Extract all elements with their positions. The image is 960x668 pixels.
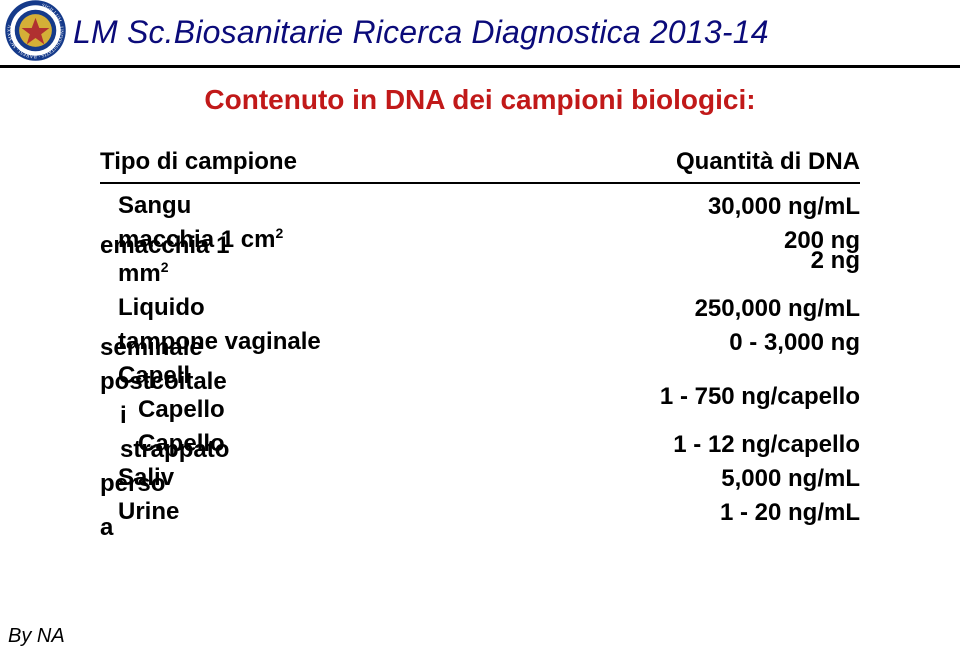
row-label: tampone vaginaleseminale xyxy=(100,326,460,360)
row-label: Salivperso xyxy=(100,462,460,496)
col-header-left: Tipo di campione xyxy=(100,146,297,178)
row-value: 2 ng xyxy=(811,245,860,277)
table-row: Salivperso 5,000 ng/mL xyxy=(100,462,860,496)
row-label: macchia 1 cm2emacchia 1 xyxy=(100,224,460,258)
row-value: 5,000 ng/mL xyxy=(721,463,860,495)
row-label: Capellostrappato xyxy=(120,428,480,462)
dna-content-table: Tipo di campione Quantità di DNA Sangu 30… xyxy=(100,146,860,530)
table-row: Liquido 250,000 ng/mL xyxy=(100,292,860,326)
course-title: LM Sc.Biosanitarie Ricerca Diagnostica 2… xyxy=(73,14,769,51)
table-row: mm22 ng xyxy=(100,258,860,292)
row-label: Liquido xyxy=(100,292,460,326)
row-label: Urinea xyxy=(100,496,460,530)
row-label: Capellpostcoitale xyxy=(100,360,460,394)
row-label: Sangu xyxy=(100,190,460,224)
row-value: 1 - 12 ng/capello xyxy=(673,429,860,461)
header-bar: SIGILLUM · UNIVERSITATIS · BARESI · MCMX… xyxy=(0,0,960,68)
author-credit: By NA xyxy=(8,625,65,648)
col-header-right: Quantità di DNA xyxy=(676,146,860,178)
row-value: 30,000 ng/mL xyxy=(708,191,860,223)
row-label: Capelloi xyxy=(120,394,480,428)
slide-subtitle: Contenuto in DNA dei campioni biologici: xyxy=(0,84,960,116)
row-value: 0 - 3,000 ng xyxy=(729,327,860,359)
table-row: tampone vaginaleseminale 0 - 3,000 ng xyxy=(100,326,860,360)
row-value: 250,000 ng/mL xyxy=(695,293,860,325)
table-header-row: Tipo di campione Quantità di DNA xyxy=(100,146,860,184)
table-row: macchia 1 cm2emacchia 1200 ng xyxy=(100,224,860,258)
row-label: mm2 xyxy=(100,258,460,292)
table-row: Urinea 1 - 20 ng/mL xyxy=(100,496,860,530)
university-seal-icon: SIGILLUM · UNIVERSITATIS · BARESI · MCMX… xyxy=(4,0,67,67)
row-value: 1 - 20 ng/mL xyxy=(720,497,860,529)
row-value: 1 - 750 ng/capello xyxy=(660,381,860,413)
table-row: Capellostrappato 1 - 12 ng/capello xyxy=(100,428,860,462)
table-row: Sangu 30,000 ng/mL xyxy=(100,190,860,224)
table-row: Capelloi1 - 750 ng/capello xyxy=(100,394,860,428)
